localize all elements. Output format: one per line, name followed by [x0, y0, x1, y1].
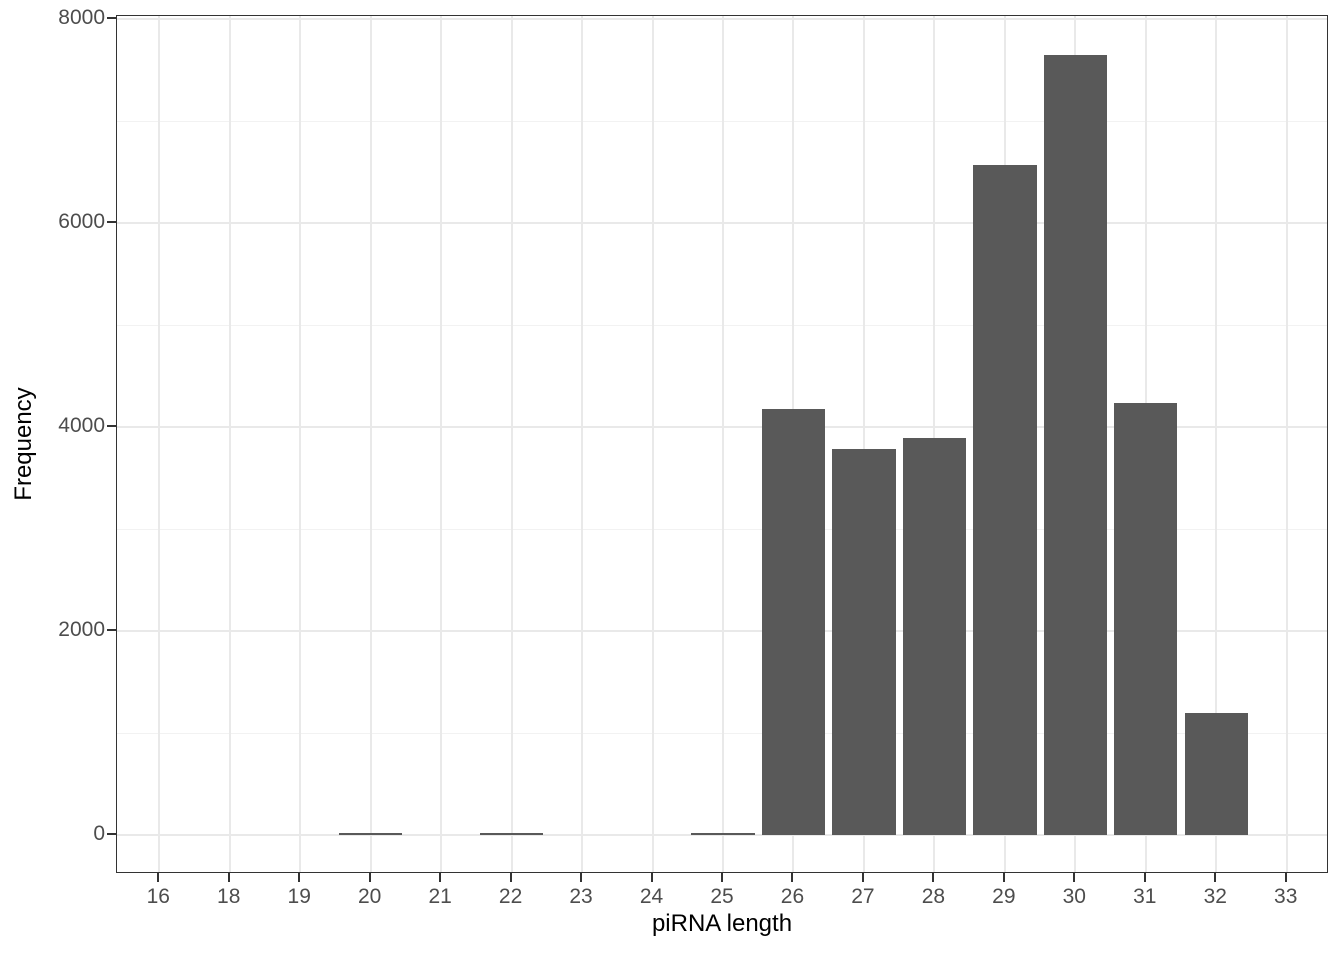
x-tick-label: 30	[1062, 885, 1086, 908]
bar	[902, 438, 967, 835]
x-tick-label: 33	[1274, 885, 1298, 908]
y-tick-mark	[107, 629, 116, 631]
y-tick-mark	[107, 17, 116, 19]
x-tick-mark	[1143, 873, 1146, 882]
y-tick-label: 4000	[58, 414, 105, 437]
x-tick-mark	[861, 873, 864, 882]
y-tick-mark	[107, 425, 116, 427]
y-tick-label: 2000	[58, 618, 105, 641]
gridline-major-v	[440, 16, 443, 872]
y-tick-label: 6000	[58, 210, 105, 233]
x-tick-label: 23	[569, 885, 593, 908]
gridline-major-v	[1215, 16, 1218, 872]
x-axis-title: piRNA length	[651, 910, 793, 937]
bar	[338, 832, 403, 835]
bar	[1114, 402, 1178, 835]
x-tick-label: 32	[1203, 885, 1227, 908]
x-tick-label: 29	[992, 885, 1016, 908]
x-tick-label: 24	[639, 885, 664, 908]
gridline-major-v	[510, 16, 513, 872]
bar	[973, 164, 1037, 835]
x-tick-label: 21	[428, 885, 452, 908]
x-tick-mark	[791, 873, 794, 882]
y-tick-label: 0	[93, 822, 105, 845]
y-tick-label: 8000	[58, 6, 105, 29]
x-tick-label: 16	[146, 885, 170, 908]
x-tick-mark	[932, 873, 935, 882]
gridline-major-v	[581, 16, 584, 872]
gridline-major-v	[862, 16, 865, 872]
x-tick-mark	[1073, 873, 1076, 882]
y-tick-mark	[107, 221, 116, 223]
x-tick-label: 27	[851, 885, 875, 908]
gridline-major-v	[299, 16, 302, 872]
x-tick-mark	[721, 873, 723, 882]
gridline-major-v	[651, 16, 654, 872]
plot-panel	[116, 15, 1328, 873]
bar	[691, 832, 755, 835]
x-tick-label: 18	[217, 885, 241, 908]
gridline-major-v	[722, 16, 724, 872]
x-tick-mark	[227, 873, 230, 882]
gridline-major-v	[158, 16, 161, 872]
y-tick-mark	[107, 833, 116, 835]
bar	[1184, 712, 1248, 835]
x-tick-mark	[1284, 873, 1287, 882]
bar	[832, 449, 896, 835]
x-tick-label: 22	[498, 885, 523, 908]
x-tick-mark	[368, 873, 371, 882]
x-tick-label: 28	[921, 885, 946, 908]
x-tick-mark	[298, 873, 301, 882]
x-tick-label: 25	[710, 885, 734, 908]
x-tick-mark	[1214, 873, 1217, 882]
bar	[1043, 54, 1108, 835]
x-tick-label: 19	[287, 885, 311, 908]
x-tick-mark	[157, 873, 160, 882]
x-tick-label: 26	[780, 885, 805, 908]
x-tick-mark	[509, 873, 512, 882]
x-tick-label: 31	[1133, 885, 1157, 908]
bar	[761, 408, 826, 835]
x-tick-mark	[580, 873, 583, 882]
bar	[479, 832, 544, 835]
gridline-major-v	[228, 16, 231, 872]
x-tick-mark	[650, 873, 653, 882]
gridline-major-v	[1285, 16, 1288, 872]
x-tick-label: 20	[357, 885, 382, 908]
x-tick-mark	[439, 873, 442, 882]
x-tick-mark	[1002, 873, 1005, 882]
gridline-major-v	[369, 16, 372, 872]
